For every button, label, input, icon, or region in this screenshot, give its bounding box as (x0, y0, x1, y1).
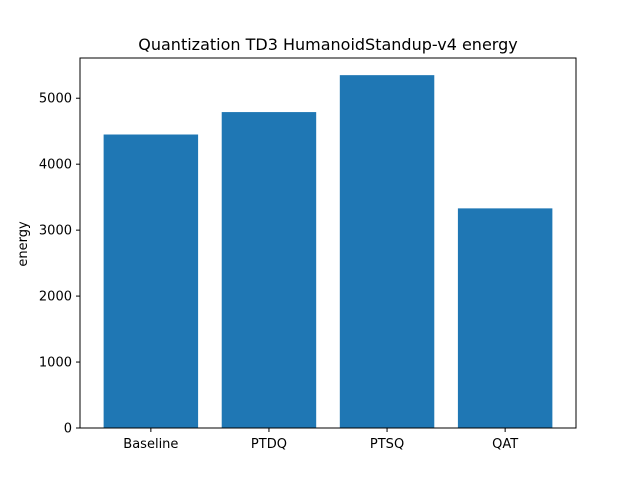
x-tick-label: PTDQ (251, 437, 287, 452)
bar-ptdq (221, 112, 317, 428)
bars (103, 75, 553, 429)
y-axis-ticks: 0 1000 2000 3000 4000 5000 (39, 92, 80, 437)
x-tick-label: QAT (492, 437, 518, 452)
y-tick-label: 0 (64, 422, 72, 437)
plot-area-frame (79, 57, 577, 429)
chart-title: Quantization TD3 HumanoidStandup-v4 ener… (138, 35, 517, 54)
x-tick-label: Baseline (123, 437, 178, 452)
y-axis-label: energy (16, 221, 31, 267)
y-tick-label: 4000 (39, 158, 72, 173)
x-axis-ticks: Baseline PTDQ PTSQ QAT (123, 428, 518, 452)
y-tick-label: 5000 (39, 92, 72, 107)
x-tick-label: PTSQ (370, 437, 404, 452)
y-tick-label: 2000 (39, 290, 72, 305)
bar-qat (457, 208, 553, 428)
bar-ptsq (339, 75, 435, 429)
y-tick-label: 3000 (39, 224, 72, 239)
bar-baseline (103, 134, 199, 428)
y-tick-label: 1000 (39, 356, 72, 371)
